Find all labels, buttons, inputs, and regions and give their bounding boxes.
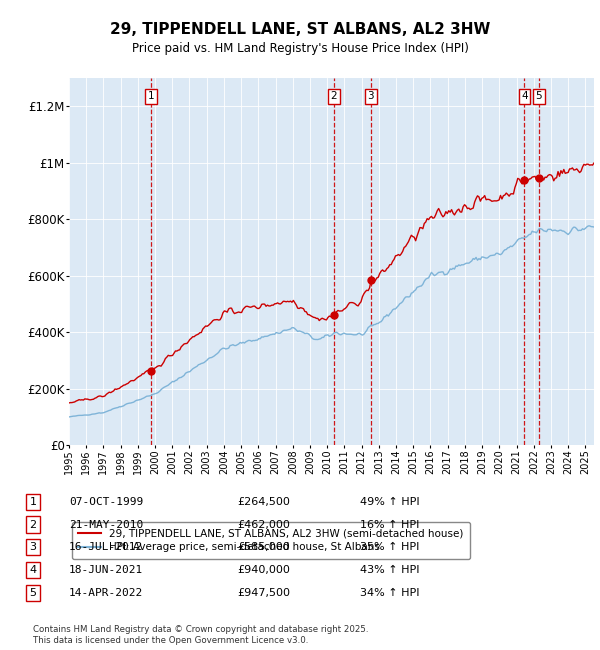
Text: £947,500: £947,500 [237, 588, 290, 598]
Text: 34% ↑ HPI: 34% ↑ HPI [360, 588, 419, 598]
Text: 14-APR-2022: 14-APR-2022 [69, 588, 143, 598]
Text: 4: 4 [521, 92, 528, 101]
Legend: 29, TIPPENDELL LANE, ST ALBANS, AL2 3HW (semi-detached house), HPI: Average pric: 29, TIPPENDELL LANE, ST ALBANS, AL2 3HW … [71, 522, 470, 559]
Text: 2: 2 [331, 92, 337, 101]
Text: 5: 5 [535, 92, 542, 101]
Text: 35% ↑ HPI: 35% ↑ HPI [360, 542, 419, 552]
Text: £940,000: £940,000 [237, 565, 290, 575]
Text: 29, TIPPENDELL LANE, ST ALBANS, AL2 3HW: 29, TIPPENDELL LANE, ST ALBANS, AL2 3HW [110, 21, 490, 37]
Text: 18-JUN-2021: 18-JUN-2021 [69, 565, 143, 575]
Text: 49% ↑ HPI: 49% ↑ HPI [360, 497, 419, 507]
Text: £585,000: £585,000 [237, 542, 290, 552]
Text: 1: 1 [29, 497, 37, 507]
Text: Contains HM Land Registry data © Crown copyright and database right 2025.
This d: Contains HM Land Registry data © Crown c… [33, 625, 368, 645]
Text: 4: 4 [29, 565, 37, 575]
Text: 16-JUL-2012: 16-JUL-2012 [69, 542, 143, 552]
Text: £264,500: £264,500 [237, 497, 290, 507]
Text: Price paid vs. HM Land Registry's House Price Index (HPI): Price paid vs. HM Land Registry's House … [131, 42, 469, 55]
Text: 3: 3 [368, 92, 374, 101]
Text: 21-MAY-2010: 21-MAY-2010 [69, 519, 143, 530]
Text: 07-OCT-1999: 07-OCT-1999 [69, 497, 143, 507]
Text: 5: 5 [29, 588, 37, 598]
Text: 3: 3 [29, 542, 37, 552]
Text: 16% ↑ HPI: 16% ↑ HPI [360, 519, 419, 530]
Text: 43% ↑ HPI: 43% ↑ HPI [360, 565, 419, 575]
Text: 1: 1 [148, 92, 155, 101]
Text: 2: 2 [29, 519, 37, 530]
Text: £462,000: £462,000 [237, 519, 290, 530]
